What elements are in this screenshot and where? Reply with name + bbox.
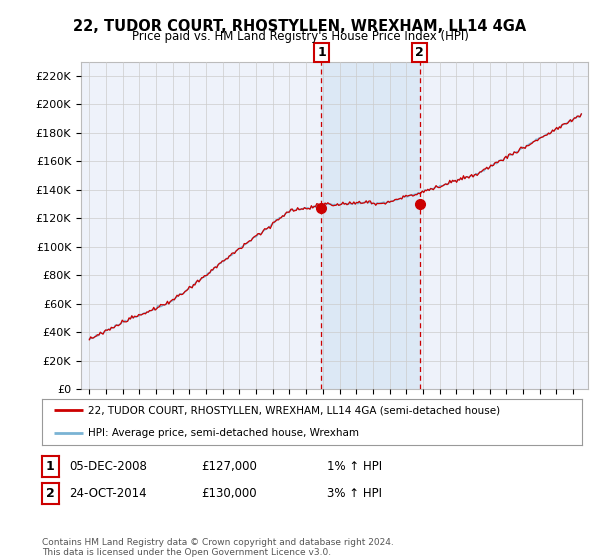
Text: 22, TUDOR COURT, RHOSTYLLEN, WREXHAM, LL14 4GA (semi-detached house): 22, TUDOR COURT, RHOSTYLLEN, WREXHAM, LL… xyxy=(88,405,500,416)
Text: 24-OCT-2014: 24-OCT-2014 xyxy=(69,487,146,500)
Text: 2: 2 xyxy=(46,487,55,500)
Text: 1% ↑ HPI: 1% ↑ HPI xyxy=(327,460,382,473)
Text: Contains HM Land Registry data © Crown copyright and database right 2024.
This d: Contains HM Land Registry data © Crown c… xyxy=(42,538,394,557)
Text: 3% ↑ HPI: 3% ↑ HPI xyxy=(327,487,382,500)
Text: 2: 2 xyxy=(415,46,424,59)
Text: £127,000: £127,000 xyxy=(201,460,257,473)
Bar xyxy=(322,62,420,389)
Text: 05-DEC-2008: 05-DEC-2008 xyxy=(69,460,147,473)
Text: 1: 1 xyxy=(317,46,326,59)
Text: 1: 1 xyxy=(46,460,55,473)
Text: £130,000: £130,000 xyxy=(201,487,257,500)
Text: 22, TUDOR COURT, RHOSTYLLEN, WREXHAM, LL14 4GA: 22, TUDOR COURT, RHOSTYLLEN, WREXHAM, LL… xyxy=(73,19,527,34)
Text: HPI: Average price, semi-detached house, Wrexham: HPI: Average price, semi-detached house,… xyxy=(88,428,359,438)
Text: Price paid vs. HM Land Registry's House Price Index (HPI): Price paid vs. HM Land Registry's House … xyxy=(131,30,469,43)
